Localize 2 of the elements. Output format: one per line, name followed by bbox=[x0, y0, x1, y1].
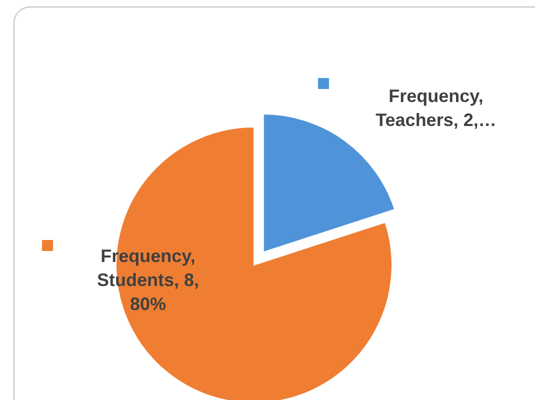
text: Frequency, bbox=[388, 86, 484, 106]
slice-label: Teachers, 2,… bbox=[376, 110, 496, 130]
